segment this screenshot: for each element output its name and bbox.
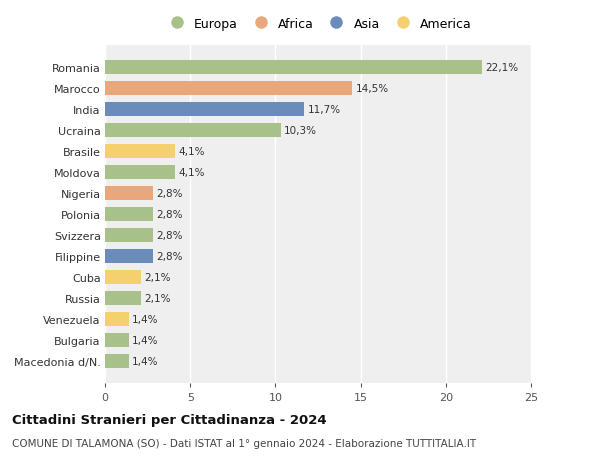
Bar — [105, 187, 153, 201]
Bar — [105, 271, 141, 284]
Text: 2,1%: 2,1% — [144, 293, 170, 303]
Text: 22,1%: 22,1% — [485, 63, 518, 73]
Legend: Europa, Africa, Asia, America: Europa, Africa, Asia, America — [161, 15, 475, 33]
Bar — [105, 166, 175, 179]
Text: 1,4%: 1,4% — [132, 335, 159, 345]
Text: 2,8%: 2,8% — [156, 252, 182, 262]
Bar — [105, 103, 304, 117]
Text: 4,1%: 4,1% — [178, 147, 205, 157]
Bar — [105, 313, 129, 326]
Bar — [105, 291, 141, 305]
Bar — [105, 229, 153, 242]
Text: 1,4%: 1,4% — [132, 314, 159, 324]
Text: 1,4%: 1,4% — [132, 356, 159, 366]
Bar — [105, 333, 129, 347]
Text: 14,5%: 14,5% — [355, 84, 389, 94]
Text: 10,3%: 10,3% — [284, 126, 317, 136]
Text: Cittadini Stranieri per Cittadinanza - 2024: Cittadini Stranieri per Cittadinanza - 2… — [12, 413, 326, 426]
Text: 11,7%: 11,7% — [308, 105, 341, 115]
Bar — [105, 208, 153, 221]
Text: 4,1%: 4,1% — [178, 168, 205, 178]
Text: COMUNE DI TALAMONA (SO) - Dati ISTAT al 1° gennaio 2024 - Elaborazione TUTTITALI: COMUNE DI TALAMONA (SO) - Dati ISTAT al … — [12, 438, 476, 448]
Text: 2,1%: 2,1% — [144, 272, 170, 282]
Text: 2,8%: 2,8% — [156, 230, 182, 241]
Bar — [105, 82, 352, 96]
Bar — [105, 145, 175, 158]
Text: 2,8%: 2,8% — [156, 210, 182, 219]
Bar — [105, 354, 129, 368]
Text: 2,8%: 2,8% — [156, 189, 182, 199]
Bar — [105, 124, 281, 138]
Bar — [105, 61, 482, 75]
Bar — [105, 250, 153, 263]
